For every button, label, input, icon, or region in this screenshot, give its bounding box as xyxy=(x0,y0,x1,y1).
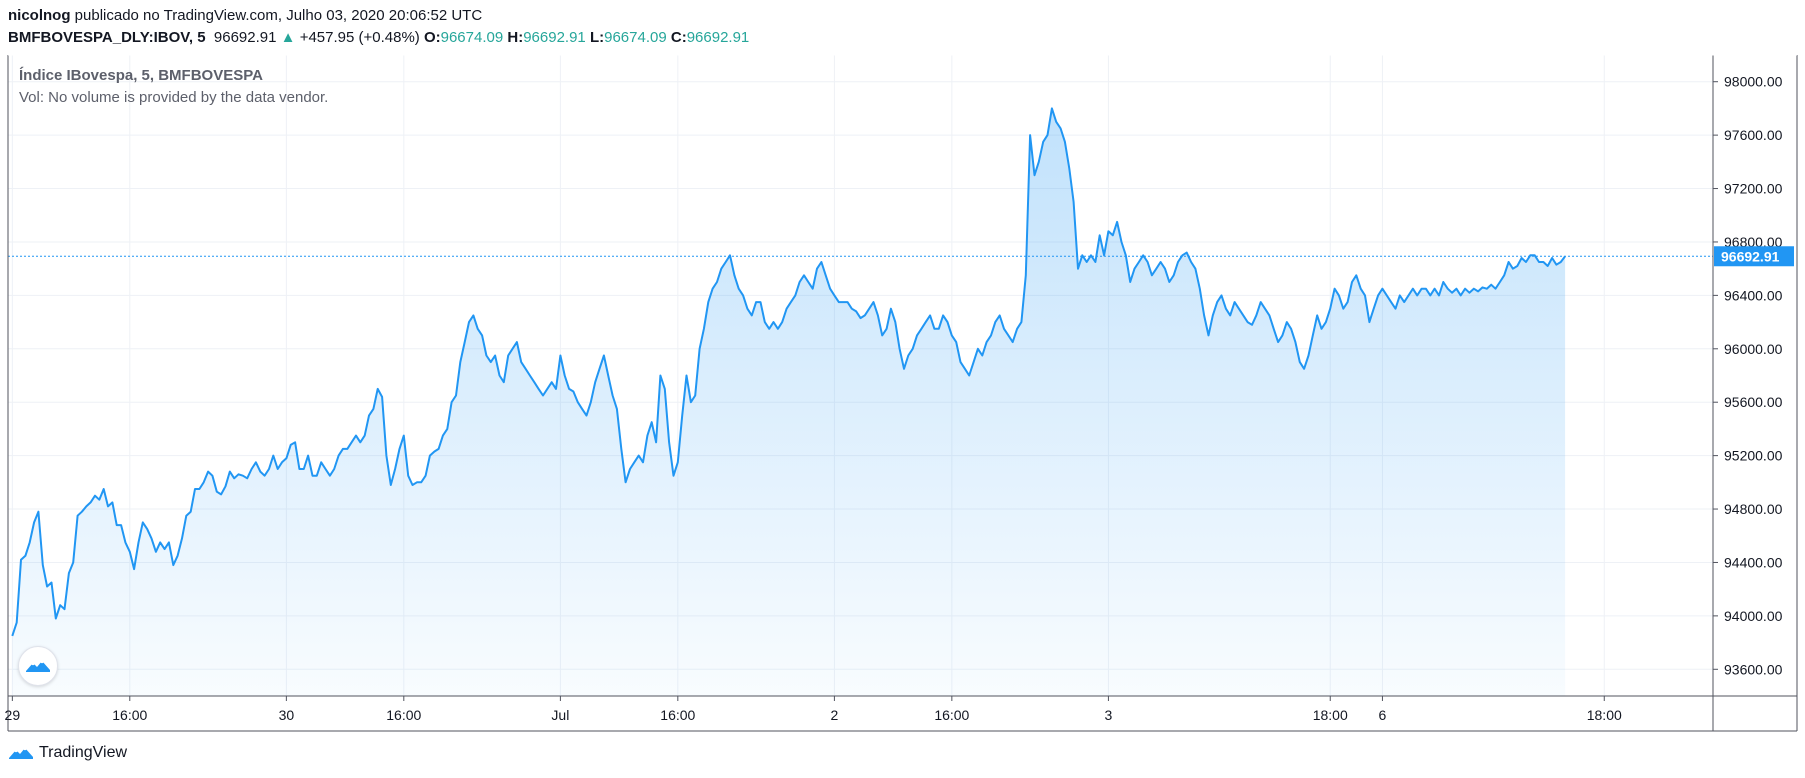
y-tick-label: 97600.00 xyxy=(1724,127,1783,143)
price-axis[interactable]: 93600.00 94000.00 94400.00 94800.00 95200.00… xyxy=(1713,74,1783,678)
volume-legend: Vol: No volume is provided by the data v… xyxy=(19,89,329,106)
x-tick-label: Jul xyxy=(551,707,569,723)
price-change: +457.95 (+0.48%) xyxy=(299,29,420,46)
price-tag-label: 96692.91 xyxy=(1721,248,1780,264)
close-label: C: xyxy=(670,29,687,46)
x-tick-label: 16:00 xyxy=(934,707,969,723)
tradingview-logo-icon xyxy=(9,745,33,759)
y-tick-label: 95600.00 xyxy=(1724,394,1783,410)
time-axis[interactable]: 29 16:00 30 16:00 Jul 16:00 2 16:00 3 18:00 6 18:00 xyxy=(5,696,1622,723)
y-tick-label: 96400.00 xyxy=(1724,287,1783,303)
y-tick-label: 94800.00 xyxy=(1724,501,1783,517)
x-tick-label: 18:00 xyxy=(1313,707,1348,723)
y-tick-label: 95200.00 xyxy=(1724,448,1783,464)
open-label: O: xyxy=(423,29,441,46)
x-tick-label: 16:00 xyxy=(386,707,421,723)
publish-info: nicolnog publicado no TradingView.com, J… xyxy=(8,7,482,24)
x-tick-label: 2 xyxy=(831,707,839,723)
last-price-tag: 96692.91 xyxy=(1714,246,1794,267)
chart-frame xyxy=(7,54,1798,732)
author-name[interactable]: nicolnog xyxy=(8,7,71,24)
y-tick-label: 96000.00 xyxy=(1724,341,1783,357)
brand-footer[interactable]: TradingView xyxy=(8,744,127,762)
symbol-header: BMFBOVESPA_DLY:IBOV, 5 96692.91 ▲ +457.9… xyxy=(8,29,749,46)
high-value: 96692.91 xyxy=(523,29,586,46)
x-tick-label: 30 xyxy=(279,707,295,723)
y-tick-label: 97200.00 xyxy=(1724,181,1783,197)
y-tick-label: 98000.00 xyxy=(1724,74,1783,90)
series-legend-title[interactable]: Índice IBovespa, 5, BMFBOVESPA xyxy=(19,67,263,84)
tradingview-logo-button[interactable] xyxy=(18,646,58,686)
low-label: L: xyxy=(589,29,605,46)
price-area-fill xyxy=(12,108,1566,696)
x-tick-label: 3 xyxy=(1105,707,1113,723)
y-tick-label: 93600.00 xyxy=(1724,661,1783,677)
tradingview-logo-icon xyxy=(26,658,50,672)
y-tick-label: 94000.00 xyxy=(1724,608,1783,624)
close-value: 96692.91 xyxy=(686,29,750,46)
price-tag-box xyxy=(1714,246,1794,267)
x-tick-label: 29 xyxy=(5,707,21,723)
x-tick-label: 6 xyxy=(1379,707,1387,723)
y-tick-label: 96800.00 xyxy=(1724,234,1783,250)
x-tick-label: 16:00 xyxy=(660,707,695,723)
symbol-name: BMFBOVESPA_DLY:IBOV, 5 xyxy=(8,29,206,46)
brand-name: TradingView xyxy=(39,744,128,761)
last-price: 96692.91 xyxy=(213,29,277,46)
publish-text: publicado no TradingView.com, Julho 03, … xyxy=(74,7,483,24)
y-tick-label: 94400.00 xyxy=(1724,554,1783,570)
low-value: 96674.09 xyxy=(604,29,667,46)
triangle-up-icon: ▲ xyxy=(280,29,296,46)
x-tick-label: 16:00 xyxy=(112,707,147,723)
open-value: 96674.09 xyxy=(440,29,504,46)
high-label: H: xyxy=(507,29,524,46)
x-tick-label: 18:00 xyxy=(1587,707,1622,723)
price-line[interactable] xyxy=(11,107,1566,637)
